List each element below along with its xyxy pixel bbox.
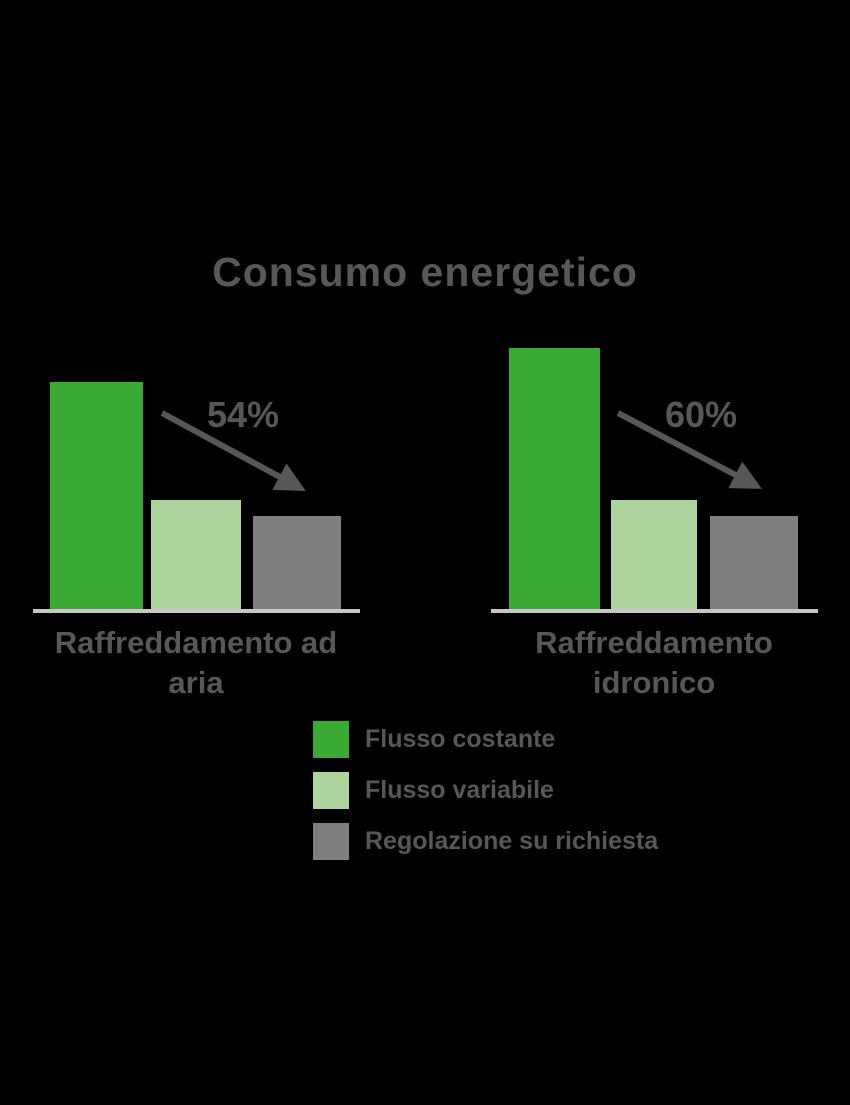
bars-area <box>491 340 818 609</box>
legend-swatch-green-icon <box>313 720 349 758</box>
legend-label: Flusso costante <box>365 724 556 753</box>
legend: Flusso costante Flusso variabile Regolaz… <box>313 720 658 860</box>
legend-swatch-gray-icon <box>313 822 349 860</box>
legend-swatch-light-green-icon <box>313 771 349 809</box>
reduction-percentage: 60% <box>664 394 738 435</box>
reduction-arrow-icon <box>160 410 306 492</box>
category-label: Raffreddamento ad aria <box>54 625 338 700</box>
reduction-percentage: 54% <box>206 394 280 435</box>
bar-regolazione-su-richiesta <box>710 516 798 609</box>
legend-item-flusso-costante: Flusso costante <box>313 720 658 758</box>
axis-baseline <box>33 609 360 613</box>
chart-title: Consumo energetico <box>212 248 638 295</box>
bar-flusso-variabile <box>151 500 241 609</box>
category-label: Raffreddamento idronico <box>535 625 773 700</box>
legend-item-regolazione-su-richiesta: Regolazione su richiesta <box>313 822 658 860</box>
bar-flusso-variabile <box>611 500 697 609</box>
legend-item-flusso-variabile: Flusso variabile <box>313 771 658 809</box>
bar-regolazione-su-richiesta <box>253 516 341 609</box>
reduction-arrow-icon <box>616 410 762 489</box>
bar-flusso-costante <box>50 382 143 609</box>
legend-label: Flusso variabile <box>365 775 554 804</box>
bar-group-raffreddamento-ad-aria: 54% Raffreddamento ad aria <box>33 340 360 710</box>
axis-baseline <box>491 609 818 613</box>
bar-flusso-costante <box>509 348 600 609</box>
bar-group-raffreddamento-idronico: 60% Raffreddamento idronico <box>491 340 818 710</box>
legend-label: Regolazione su richiesta <box>365 826 659 855</box>
bars-area <box>33 340 360 609</box>
